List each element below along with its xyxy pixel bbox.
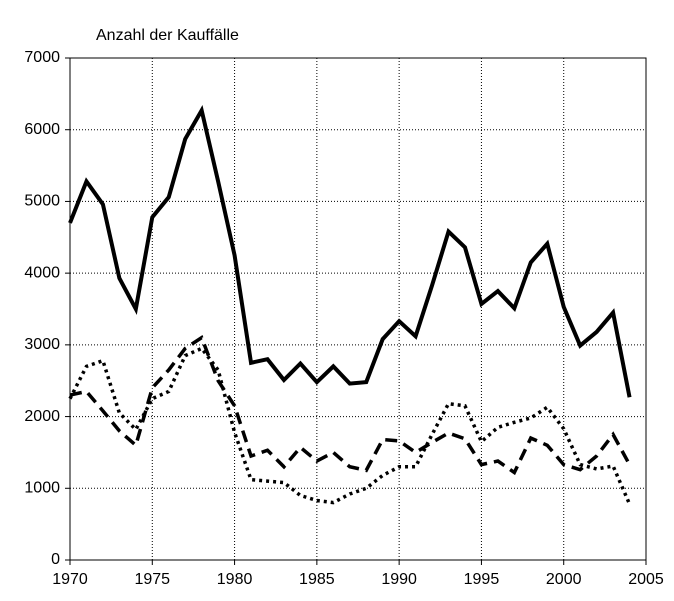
y-tick-label: 5000 — [24, 193, 60, 210]
y-tick-label: 0 — [51, 551, 60, 568]
x-tick-label: 1980 — [217, 571, 253, 588]
chart-title: Anzahl der Kauffälle — [96, 27, 239, 44]
y-tick-label: 3000 — [24, 336, 60, 353]
y-tick-label: 7000 — [24, 49, 60, 66]
line-series — [69, 335, 632, 476]
y-tick-label: 1000 — [24, 480, 60, 497]
x-tick-label: 1975 — [134, 571, 170, 588]
y-tick-label: 6000 — [24, 121, 60, 138]
x-tick-label: 1990 — [381, 571, 417, 588]
plot-frame — [69, 57, 647, 561]
x-tick-label: 1985 — [299, 571, 335, 588]
x-tick-label: 2005 — [628, 571, 664, 588]
x-tick-label: 2000 — [546, 571, 582, 588]
line-series — [68, 104, 632, 398]
x-tick-label: 1970 — [52, 571, 88, 588]
y-tick-label: 4000 — [24, 264, 60, 281]
y-tick-label: 2000 — [24, 408, 60, 425]
x-tick-label: 1995 — [464, 571, 500, 588]
line-series — [68, 346, 632, 505]
